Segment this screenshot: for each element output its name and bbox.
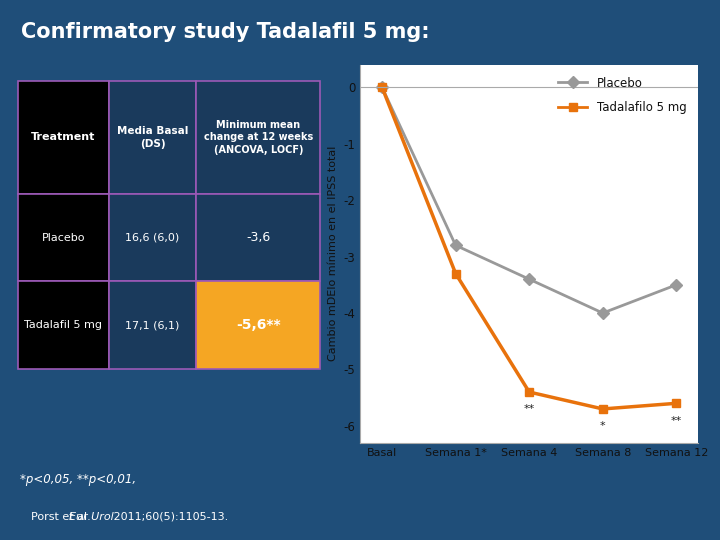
Text: Placebo: Placebo bbox=[42, 233, 85, 242]
Text: 17,1 (6,1): 17,1 (6,1) bbox=[125, 320, 180, 330]
Text: *p<0,05, **p<0,01,: *p<0,05, **p<0,01, bbox=[20, 473, 136, 486]
Line: Tadalafilo 5 mg: Tadalafilo 5 mg bbox=[378, 83, 680, 413]
Y-axis label: Cambio mDEIo mínimo en el IPSS total: Cambio mDEIo mínimo en el IPSS total bbox=[328, 146, 338, 361]
Placebo bbox=[451, 242, 460, 248]
Bar bbox=[109, 281, 197, 369]
Placebo bbox=[378, 84, 387, 91]
Text: Confirmatory study Tadalafil 5 mg:: Confirmatory study Tadalafil 5 mg: bbox=[22, 22, 430, 42]
Text: -5,6**: -5,6** bbox=[236, 318, 281, 332]
Text: Treatment: Treatment bbox=[31, 132, 96, 143]
Text: **: ** bbox=[523, 404, 535, 414]
Text: -3,6: -3,6 bbox=[246, 231, 271, 244]
Bar bbox=[109, 81, 197, 194]
Tadalafilo 5 mg bbox=[525, 389, 534, 395]
Text: 16,6 (6,0): 16,6 (6,0) bbox=[125, 233, 180, 242]
Bar bbox=[18, 281, 109, 369]
Line: Placebo: Placebo bbox=[378, 83, 680, 317]
Tadalafilo 5 mg bbox=[598, 406, 607, 412]
Bar bbox=[197, 194, 320, 281]
Text: Tadalafil 5 mg: Tadalafil 5 mg bbox=[24, 320, 102, 330]
Placebo bbox=[672, 281, 680, 288]
Bar bbox=[109, 194, 197, 281]
Text: Minimum mean
change at 12 weeks
(ANCOVA, LOCF): Minimum mean change at 12 weeks (ANCOVA,… bbox=[204, 120, 313, 155]
Text: Porst et al.: Porst et al. bbox=[31, 512, 94, 522]
Legend: Placebo, Tadalafilo 5 mg: Placebo, Tadalafilo 5 mg bbox=[552, 71, 693, 120]
Text: Media Basal
(DS): Media Basal (DS) bbox=[117, 126, 188, 149]
Placebo bbox=[525, 276, 534, 282]
Text: *: * bbox=[600, 421, 606, 431]
Bar bbox=[197, 281, 320, 369]
Placebo bbox=[598, 310, 607, 316]
Text: **: ** bbox=[671, 416, 682, 426]
Text: Eur Urol: Eur Urol bbox=[69, 512, 114, 522]
Bar bbox=[18, 194, 109, 281]
Text: 2011;60(5):1105-13.: 2011;60(5):1105-13. bbox=[110, 512, 228, 522]
Bar bbox=[18, 81, 109, 194]
Tadalafilo 5 mg bbox=[378, 84, 387, 91]
Tadalafilo 5 mg bbox=[672, 400, 680, 407]
Tadalafilo 5 mg bbox=[451, 271, 460, 277]
Bar bbox=[197, 81, 320, 194]
